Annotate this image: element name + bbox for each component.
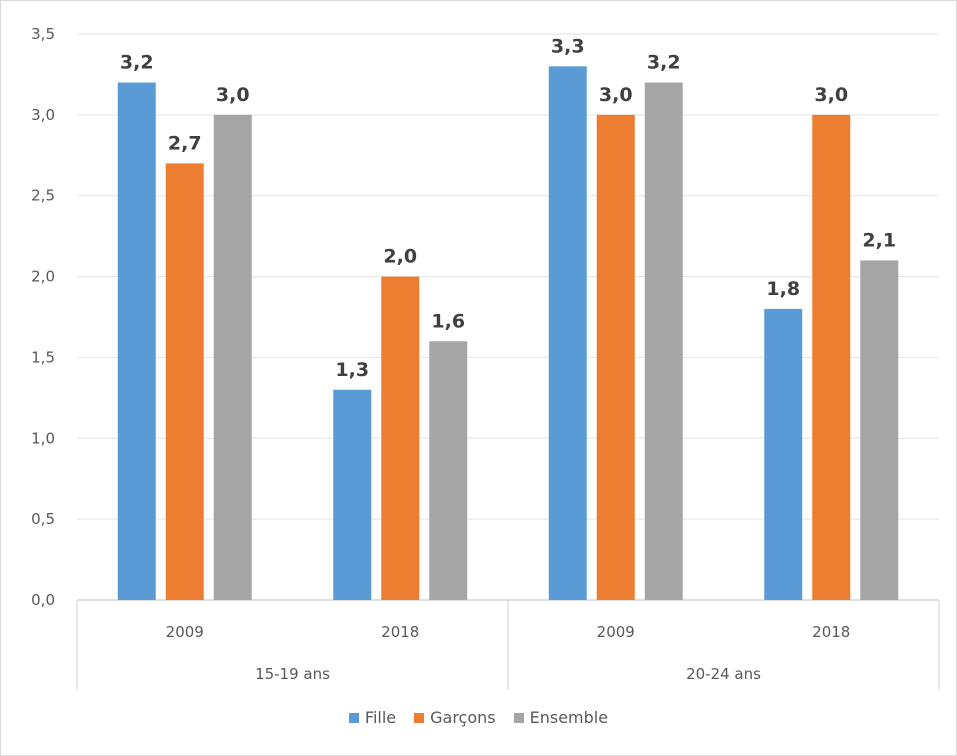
y-tick-label: 0,0 — [31, 591, 55, 609]
chart-legend: Fille Garçons Ensemble — [0, 708, 957, 727]
legend-swatch — [348, 712, 359, 723]
bar — [596, 114, 635, 600]
data-label: 3,0 — [216, 84, 250, 106]
legend-item: Ensemble — [513, 708, 609, 727]
bar — [165, 163, 204, 600]
legend-swatch — [513, 712, 524, 723]
data-label: 3,0 — [599, 84, 633, 106]
bar — [429, 341, 468, 600]
data-label: 2,1 — [862, 229, 896, 251]
bar — [333, 389, 372, 600]
bar — [213, 114, 252, 600]
bar — [764, 308, 803, 600]
bar — [117, 82, 156, 600]
bar — [812, 114, 851, 600]
data-label: 3,0 — [814, 84, 848, 106]
legend-item: Fille — [348, 708, 397, 727]
y-tick-label: 2,5 — [31, 187, 55, 205]
bar — [381, 276, 420, 600]
legend-item: Garçons — [414, 708, 496, 727]
data-label: 1,3 — [335, 359, 369, 381]
x-tick-label: 2018 — [381, 623, 419, 641]
bar — [860, 260, 899, 600]
data-label: 3,3 — [551, 35, 585, 57]
bar-chart: 0,0 0,5 1,0 1,5 2,0 2,5 3,0 3,5 3,2 2,7 3,0 2009 1,3… — [31, 25, 940, 690]
bar — [548, 66, 587, 601]
bar — [644, 82, 683, 600]
x-tick-label: 2018 — [812, 623, 850, 641]
y-tick-label: 3,5 — [31, 25, 55, 43]
legend-label: Garçons — [430, 708, 496, 727]
y-tick-label: 1,5 — [31, 348, 55, 366]
y-tick-label: 2,0 — [31, 268, 55, 286]
y-tick-label: 3,0 — [31, 106, 55, 124]
legend-label: Fille — [364, 708, 397, 727]
x-tick-label: 2009 — [166, 623, 204, 641]
data-label: 3,2 — [120, 52, 154, 74]
group-label: 15-19 ans — [255, 665, 330, 683]
data-label: 1,8 — [766, 278, 800, 300]
data-label: 2,0 — [383, 246, 417, 268]
legend-swatch — [414, 712, 425, 723]
data-label: 2,7 — [168, 132, 202, 154]
group-label: 20-24 ans — [686, 665, 761, 683]
data-label: 1,6 — [431, 310, 465, 332]
x-tick-label: 2009 — [597, 623, 635, 641]
y-tick-label: 1,0 — [31, 429, 55, 447]
y-tick-label: 0,5 — [31, 510, 55, 528]
data-label: 3,2 — [647, 52, 681, 74]
legend-label: Ensemble — [529, 708, 609, 727]
